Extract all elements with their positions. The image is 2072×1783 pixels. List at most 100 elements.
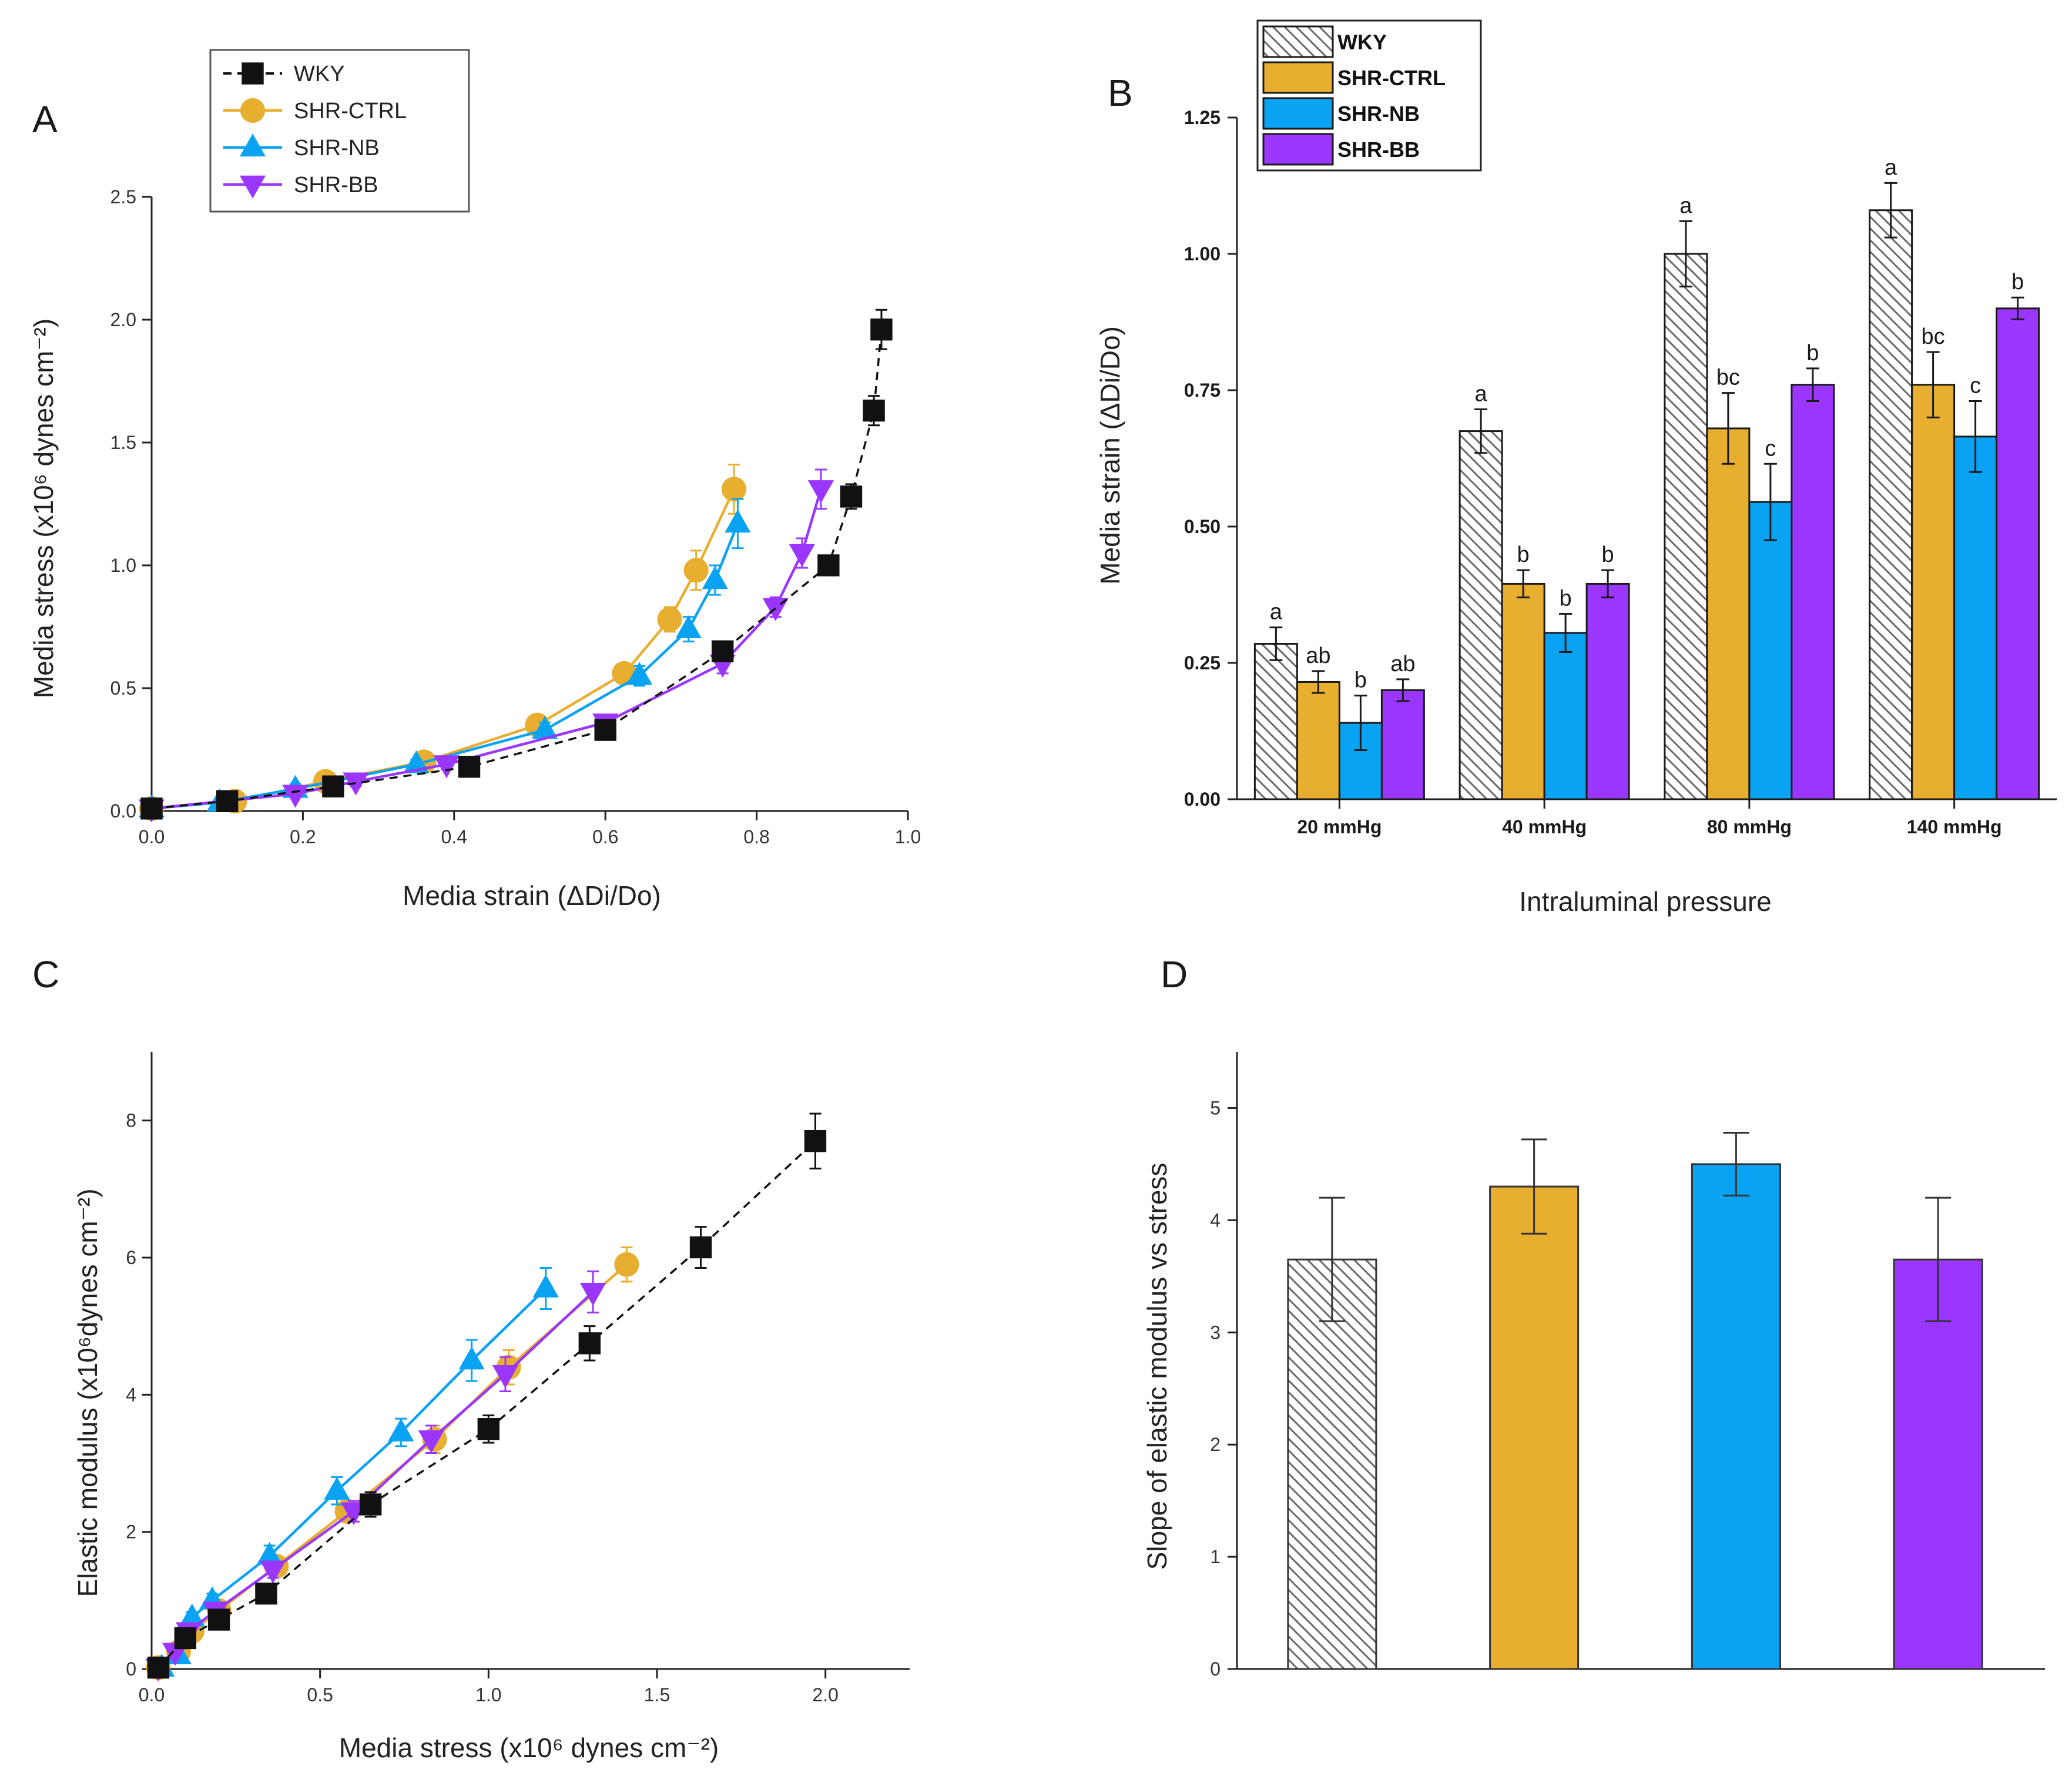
panel-b-significance-label: b bbox=[1354, 668, 1367, 693]
panel-b-bar-shr-ctrl bbox=[1501, 582, 1545, 800]
panel-b-legend-label-shr-nb: SHR-NB bbox=[1337, 102, 1420, 126]
panel-b-significance-label: c bbox=[1970, 374, 1981, 398]
panel-d-ytick-label: 0 bbox=[1210, 1658, 1221, 1680]
panel-a-xtick-label: 0.0 bbox=[139, 826, 165, 847]
panel-d-ytick-label: 2 bbox=[1210, 1434, 1221, 1455]
panel-a-legend: WKY SHR-CTRL SHR-NB SHR-BB bbox=[209, 49, 470, 213]
panel-b-legend-swatch-shr-ctrl bbox=[1262, 61, 1334, 94]
panel-c-ytick-label: 0 bbox=[126, 1658, 136, 1680]
panel-c-xtick-label: 1.5 bbox=[644, 1684, 670, 1705]
panel-b-bar-shr-bb bbox=[1996, 307, 2040, 800]
panel-b-legend-label-shr-ctrl: SHR-CTRL bbox=[1337, 66, 1446, 90]
panel-c-point-wky bbox=[147, 1656, 170, 1679]
panel-d-ytick-label: 1 bbox=[1210, 1546, 1221, 1567]
panel-a-point-wky bbox=[458, 756, 481, 778]
panel-b-ytick-label: 0.25 bbox=[1184, 652, 1221, 673]
panel-c-chart: Media stress (x10⁶ dynes cm⁻²) Elastic m… bbox=[72, 1052, 910, 1763]
panel-b-legend-items: WKY SHR-CTRL SHR-NB SHR-BB bbox=[1262, 25, 1446, 166]
panel-a-xtick-label: 0.4 bbox=[441, 826, 467, 847]
panel-b-significance-label: ab bbox=[1306, 644, 1330, 668]
panel-c-point-shr-nb bbox=[458, 1346, 485, 1370]
panel-d-letter: D bbox=[1161, 953, 1188, 996]
panel-d-chart: Slope of elastic modulus vs stress 0 1 2 3 4… bbox=[1142, 1052, 2045, 1680]
panel-b-significance-label: b bbox=[1602, 542, 1614, 567]
panel-c-point-shr-nb bbox=[388, 1418, 414, 1442]
panel-b-bar-shr-nb bbox=[1953, 435, 1998, 800]
panel-a-legend-marker-shr-ctrl bbox=[240, 98, 266, 123]
panel-a-point-wky bbox=[870, 319, 893, 341]
panel-a-xtick-label: 1.0 bbox=[895, 826, 921, 847]
panel-a-ytick-label: 2.5 bbox=[110, 186, 136, 207]
panel-b-significance-label: bc bbox=[1716, 366, 1740, 390]
panel-b-ytick-label: 0.50 bbox=[1184, 516, 1221, 537]
panel-c-xtick-label: 0.5 bbox=[307, 1684, 333, 1705]
panel-c-point-wky bbox=[477, 1417, 500, 1440]
panel-c-point-shr-nb bbox=[532, 1274, 559, 1298]
panel-a-point-wky bbox=[594, 719, 616, 741]
panel-a-point-shr-bb bbox=[789, 544, 815, 567]
panel-c-point-shr-bb bbox=[260, 1560, 286, 1584]
panel-a-point-wky bbox=[322, 775, 344, 797]
panel-a-point-shr-nb bbox=[675, 615, 702, 638]
panel-c-point-wky bbox=[359, 1493, 382, 1516]
panel-c-ytick-label: 6 bbox=[126, 1247, 136, 1268]
panel-a-letter: A bbox=[32, 98, 58, 140]
panel-a-legend-marker-wky bbox=[242, 62, 264, 85]
panel-b-bar-wky bbox=[1459, 430, 1503, 800]
panel-b-bar-wky bbox=[1253, 643, 1298, 800]
panel-a-legend-label-shr-nb: SHR-NB bbox=[294, 136, 380, 160]
panel-a-point-wky bbox=[140, 797, 163, 820]
panel-b-letter: B bbox=[1108, 72, 1133, 114]
panel-a-ylabel: Media stress (x10⁶ dynes cm⁻²) bbox=[28, 319, 59, 699]
panel-b-significance-label: a bbox=[1270, 600, 1283, 625]
panel-b-significance-label: bc bbox=[1922, 324, 1945, 349]
panel-a-point-shr-nb bbox=[702, 566, 728, 589]
panel-a-ytick-label: 2.0 bbox=[110, 309, 136, 330]
panel-a-point-wky bbox=[216, 790, 239, 812]
panel-b-ytick-label: 1.25 bbox=[1184, 107, 1221, 128]
panel-b-xtick-label: 20 mmHg bbox=[1297, 816, 1382, 837]
panel-a-point-wky bbox=[840, 485, 863, 508]
panel-b-significance-label: b bbox=[1806, 341, 1819, 366]
panel-c-point-shr-bb bbox=[579, 1283, 606, 1306]
panel-b-significance-label: ab bbox=[1390, 652, 1415, 676]
panel-b-legend-label-wky: WKY bbox=[1337, 30, 1387, 54]
panel-a-point-shr-bb bbox=[807, 480, 834, 504]
panel-a-point-shr-bb bbox=[282, 785, 309, 808]
panel-b-ytick-label: 0.75 bbox=[1184, 380, 1221, 401]
panel-a-xlabel: Media strain (ΔDi/Do) bbox=[403, 880, 661, 911]
panel-b-xtick-label: 40 mmHg bbox=[1502, 816, 1587, 837]
panel-a-point-shr-nb bbox=[532, 716, 558, 739]
panel-d-bar-shr-ctrl bbox=[1489, 1185, 1580, 1670]
panel-b-bar-shr-ctrl bbox=[1911, 384, 1956, 800]
panel-c-point-shr-bb bbox=[492, 1365, 519, 1389]
panel-b-ytick-label: 1.00 bbox=[1184, 243, 1221, 264]
panel-c-series-wky bbox=[147, 1112, 827, 1679]
panel-a-legend-items: WKY SHR-CTRL SHR-NB SHR-BB bbox=[223, 62, 407, 199]
panel-b-ylabel: Media strain (ΔDi/Do) bbox=[1095, 326, 1125, 585]
panel-a-ytick-label: 1.0 bbox=[110, 555, 136, 576]
panel-a-line-wky bbox=[151, 329, 883, 810]
panel-a-point-shr-nb bbox=[725, 510, 751, 533]
panel-a-point-wky bbox=[711, 640, 734, 662]
panel-b-legend: WKY SHR-CTRL SHR-NB SHR-BB bbox=[1256, 19, 1482, 172]
panel-a-ytick-label: 0.5 bbox=[110, 678, 136, 699]
panel-c-ytick-label: 4 bbox=[126, 1384, 136, 1405]
panel-c-letter: C bbox=[32, 953, 59, 996]
panel-a-ytick-label: 0.0 bbox=[110, 800, 136, 822]
panel-c-ylabel: Elastic modulus (x10⁶dynes cm⁻²) bbox=[72, 1188, 103, 1597]
panel-d-ytick-label: 3 bbox=[1210, 1322, 1221, 1343]
panel-a-point-shr-bb bbox=[343, 772, 369, 796]
panel-b-legend-swatch-shr-bb bbox=[1262, 133, 1334, 166]
panel-c-point-wky bbox=[174, 1627, 197, 1650]
panel-b-bar-wky bbox=[1869, 209, 1913, 800]
panel-b-ytick-label: 0.00 bbox=[1184, 789, 1221, 810]
panel-c-point-shr-ctrl bbox=[614, 1252, 639, 1277]
panel-b-axes: 0.00 0.25 0.50 0.75 1.00 1.25 20 mmHg 40 mmHg 80… bbox=[1184, 107, 2057, 837]
panel-a-axes: 0.0 0.2 0.4 0.6 0.8 1.0 0.0 0.5 1.0 1.5 2.0 2.5 bbox=[110, 186, 921, 847]
panel-c-point-wky bbox=[207, 1608, 230, 1631]
panel-a-point-shr-bb bbox=[433, 755, 460, 779]
panel-a-point-shr-ctrl bbox=[657, 606, 682, 632]
panel-a-legend-label-shr-ctrl: SHR-CTRL bbox=[294, 99, 407, 123]
